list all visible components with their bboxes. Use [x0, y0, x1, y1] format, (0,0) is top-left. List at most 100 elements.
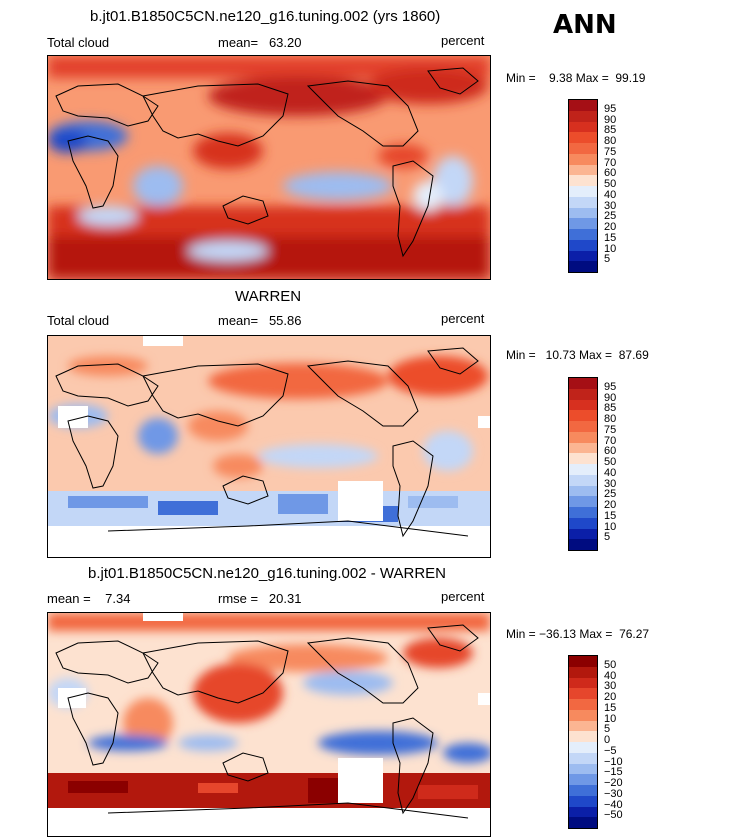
colorbar-tick-label: 15	[604, 231, 617, 244]
colorbar-cell	[569, 517, 597, 529]
colorbar-cell	[569, 731, 597, 742]
colorbar-cell	[569, 164, 597, 176]
panel-2-map	[47, 335, 491, 558]
colorbar-tick-label: 15	[604, 509, 617, 522]
colorbar-tick-label: 20	[604, 691, 617, 703]
colorbar-cell	[569, 121, 597, 133]
panel-1-title: b.jt01.B1850C5CN.ne120_g16.tuning.002 (y…	[90, 8, 441, 25]
colorbar-cell	[569, 699, 597, 710]
colorbar-cell	[569, 453, 597, 464]
panel-1-mean-label: mean= 63.20	[218, 35, 302, 50]
colorbar-cell	[569, 795, 597, 807]
colorbar-cell	[569, 474, 597, 486]
colorbar-cell	[569, 143, 597, 154]
colorbar-tick-label: 85	[604, 402, 617, 415]
colorbar-tick-label: −15	[604, 766, 623, 779]
colorbar-cell	[569, 378, 597, 389]
colorbar-cell	[569, 763, 597, 775]
colorbar-cell	[569, 132, 597, 143]
colorbar-cell	[569, 720, 597, 732]
panel-3-map-svg	[48, 613, 490, 836]
colorbar-cell	[569, 250, 597, 262]
panel-1-variable-label: Total cloud	[47, 35, 110, 50]
colorbar-cell	[569, 421, 597, 432]
panel-1-units-label: percent	[441, 33, 485, 48]
colorbar-cell	[569, 666, 597, 678]
colorbar-tick-label: −20	[604, 777, 623, 789]
colorbar-cell	[569, 677, 597, 689]
colorbar-cell	[569, 709, 597, 721]
colorbar-tick-label: 50	[604, 456, 617, 468]
panel-2-mean-label: mean= 55.86	[218, 313, 302, 328]
colorbar-cell	[569, 742, 597, 753]
colorbar-cell	[569, 688, 597, 699]
colorbar-tick-label: 20	[604, 221, 617, 233]
panel-3-map	[47, 612, 491, 837]
colorbar-tick-label: 20	[604, 499, 617, 511]
colorbar-cell	[569, 485, 597, 497]
panel-3-units-label: percent	[441, 589, 485, 604]
panel-1-colorbar	[568, 99, 598, 273]
panel-1-map	[47, 55, 491, 280]
colorbar-tick-label: 10	[604, 520, 617, 533]
colorbar-cell	[569, 399, 597, 411]
colorbar-cell	[569, 207, 597, 219]
panel-2-variable-label: Total cloud	[47, 313, 110, 328]
colorbar-cell	[569, 507, 597, 518]
colorbar-cell	[569, 153, 597, 165]
colorbar-cell	[569, 785, 597, 796]
colorbar-tick-label: 85	[604, 124, 617, 137]
colorbar-tick-label: 25	[604, 488, 617, 501]
colorbar-cell	[569, 806, 597, 818]
colorbar-cell	[569, 229, 597, 240]
panel-1-map-svg	[48, 56, 490, 279]
panel-1-minmax: Min = 9.38 Max = 99.19	[506, 71, 646, 85]
colorbar-tick-label: 30	[604, 199, 617, 212]
colorbar-tick-label: 40	[604, 669, 617, 682]
colorbar-tick-label: 10	[604, 712, 617, 725]
colorbar-tick-label: 95	[604, 102, 617, 115]
colorbar-cell	[569, 442, 597, 454]
colorbar-tick-label: 90	[604, 113, 617, 126]
colorbar-tick-label: 15	[604, 701, 617, 714]
colorbar-cell	[569, 218, 597, 229]
panel-3-rmse-label: rmse = 20.31	[218, 591, 302, 606]
colorbar-cell	[569, 410, 597, 421]
panel-2-minmax: Min = 10.73 Max = 87.69	[506, 348, 649, 362]
colorbar-tick-label: −5	[604, 744, 617, 757]
colorbar-cell	[569, 175, 597, 186]
colorbar-tick-label: 5	[604, 253, 611, 266]
colorbar-tick-label: 0	[604, 734, 611, 746]
colorbar-tick-label: 90	[604, 391, 617, 404]
colorbar-tick-label: 5	[604, 531, 611, 544]
panel-3-title: b.jt01.B1850C5CN.ne120_g16.tuning.002 - …	[88, 565, 446, 582]
colorbar-cell	[569, 431, 597, 443]
colorbar-cell	[569, 186, 597, 197]
colorbar-cell	[569, 656, 597, 667]
colorbar-tick-label: −50	[604, 809, 623, 822]
colorbar-tick-label: 25	[604, 210, 617, 223]
colorbar-cell	[569, 196, 597, 208]
colorbar-tick-label: 75	[604, 423, 617, 436]
colorbar-tick-label: 50	[604, 658, 617, 671]
colorbar-cell	[569, 110, 597, 122]
panel-3-colorbar	[568, 655, 598, 829]
colorbar-tick-label: 70	[604, 156, 617, 169]
colorbar-cell	[569, 100, 597, 111]
panel-3-minmax: Min = −36.13 Max = 76.27	[506, 627, 650, 641]
panel-3-mean-label: mean = 7.34	[47, 591, 131, 606]
colorbar-tick-label: 60	[604, 445, 617, 458]
panel-2-colorbar	[568, 377, 598, 551]
colorbar-tick-label: 30	[604, 680, 617, 693]
colorbar-tick-label: −40	[604, 798, 623, 811]
colorbar-cell	[569, 752, 597, 764]
colorbar-tick-label: −30	[604, 787, 623, 800]
colorbar-cell	[569, 528, 597, 540]
colorbar-tick-label: 95	[604, 380, 617, 393]
colorbar-cell	[569, 239, 597, 251]
colorbar-tick-label: 40	[604, 466, 617, 479]
season-label: ANN	[553, 10, 617, 40]
colorbar-cell	[569, 774, 597, 785]
colorbar-cell	[569, 261, 597, 272]
colorbar-tick-label: 5	[604, 723, 611, 736]
